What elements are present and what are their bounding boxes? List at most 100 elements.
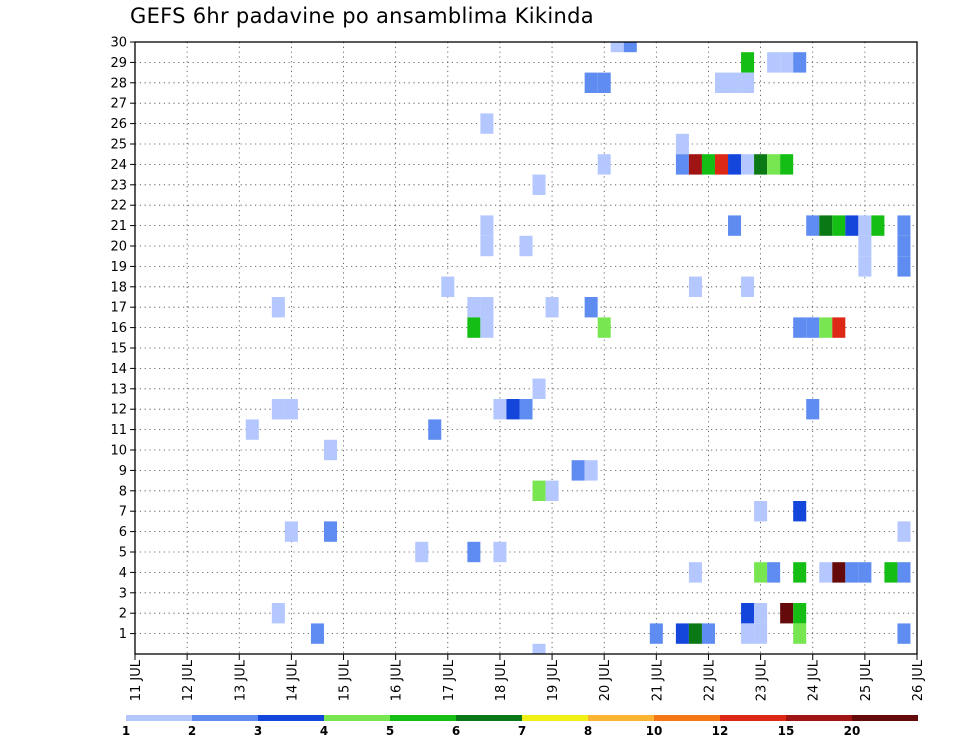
colorbar-label: 8 [584, 724, 592, 738]
x-tick-label: 17 JUL [442, 659, 457, 701]
data-cell [701, 154, 715, 175]
x-tick-label: 13 JUL [233, 659, 248, 701]
data-cell [480, 215, 494, 236]
data-cell [584, 297, 598, 318]
data-cell [741, 52, 755, 73]
colorbar-label: 12 [712, 724, 729, 738]
data-cell [610, 42, 624, 53]
data-cell [819, 562, 833, 583]
y-tick-label: 11 [110, 423, 127, 438]
data-cell [754, 603, 768, 624]
data-cell [832, 317, 846, 338]
data-cell [858, 256, 872, 277]
data-cell [897, 215, 911, 236]
colorbar-label: 20 [844, 724, 861, 738]
data-cell [532, 643, 546, 654]
data-cell [597, 154, 611, 175]
y-tick-label: 26 [110, 117, 127, 132]
y-tick-label: 20 [110, 240, 127, 255]
data-cell [415, 541, 429, 563]
data-cell [428, 419, 442, 440]
y-tick-label: 1 [119, 627, 127, 642]
data-cell [845, 562, 859, 583]
colorbar-swatch [588, 715, 654, 721]
data-cell [767, 562, 781, 583]
data-cell [532, 378, 546, 399]
x-tick-label: 24 JUL [807, 659, 822, 701]
data-cell [884, 562, 898, 583]
data-cell [819, 317, 833, 338]
data-cell [897, 623, 911, 644]
data-cell [754, 623, 768, 644]
data-cell [675, 623, 689, 644]
y-tick-label: 29 [110, 56, 127, 71]
colorbar-label: 4 [320, 724, 328, 738]
data-cell [897, 562, 911, 583]
data-cell [310, 623, 324, 644]
data-cell [767, 154, 781, 175]
data-cell [480, 317, 494, 338]
y-tick-label: 18 [110, 280, 127, 295]
data-cell [780, 154, 794, 175]
data-cell [467, 317, 481, 338]
data-cell [688, 154, 702, 175]
colorbar-swatch [654, 715, 720, 721]
data-cell [467, 541, 481, 563]
data-cell [271, 603, 285, 624]
colorbar-swatch [720, 715, 786, 721]
colorbar-label: 1 [122, 724, 130, 738]
colorbar-label: 3 [254, 724, 262, 738]
data-cell [741, 603, 755, 624]
colorbar-swatch [324, 715, 390, 721]
y-tick-label: 8 [119, 484, 127, 499]
colorbar-swatch [852, 715, 918, 721]
x-tick-label: 23 JUL [755, 659, 770, 701]
data-cell [688, 562, 702, 583]
data-cell [701, 623, 715, 644]
data-cell [754, 154, 768, 175]
y-tick-label: 17 [110, 301, 127, 316]
data-cell [714, 154, 729, 175]
colorbar-swatch [786, 715, 852, 721]
data-cell [480, 235, 494, 257]
data-cell [897, 521, 911, 542]
chart-title: GEFS 6hr padavine po ansamblima Kikinda [130, 4, 594, 28]
y-tick-label: 27 [110, 97, 127, 112]
y-tick-label: 10 [110, 444, 127, 459]
data-cell [688, 276, 702, 297]
data-cell [858, 235, 872, 257]
x-tick-label: 26 JUL [911, 659, 926, 701]
x-tick-label: 12 JUL [181, 659, 196, 701]
x-tick-label: 20 JUL [598, 659, 613, 701]
x-tick-label: 21 JUL [650, 659, 665, 701]
data-cell [545, 480, 559, 501]
data-cell [532, 174, 546, 195]
y-tick-label: 21 [110, 219, 127, 234]
data-cell [793, 52, 807, 73]
y-tick-label: 5 [119, 546, 127, 561]
data-cell [780, 603, 794, 624]
data-cell [858, 215, 872, 236]
data-cell [584, 460, 598, 481]
colorbar-swatch [522, 715, 588, 721]
y-tick-label: 13 [110, 382, 127, 397]
data-cell [819, 215, 833, 236]
data-cell [688, 623, 702, 644]
x-tick-label: 22 JUL [702, 659, 717, 701]
data-cell [597, 317, 611, 338]
data-cell [571, 460, 585, 481]
x-tick-label: 19 JUL [546, 659, 561, 701]
y-tick-label: 16 [110, 321, 127, 336]
data-cell [832, 562, 846, 583]
data-cell [649, 623, 663, 644]
x-tick-label: 14 JUL [285, 659, 300, 701]
data-cell [493, 399, 507, 420]
y-tick-label: 28 [110, 76, 127, 91]
data-cell [323, 521, 338, 542]
y-tick-label: 14 [110, 362, 127, 377]
data-cell [741, 72, 755, 93]
x-tick-label: 18 JUL [494, 659, 509, 701]
data-cell [714, 72, 729, 93]
y-tick-label: 6 [119, 525, 127, 540]
y-tick-label: 25 [110, 138, 127, 153]
